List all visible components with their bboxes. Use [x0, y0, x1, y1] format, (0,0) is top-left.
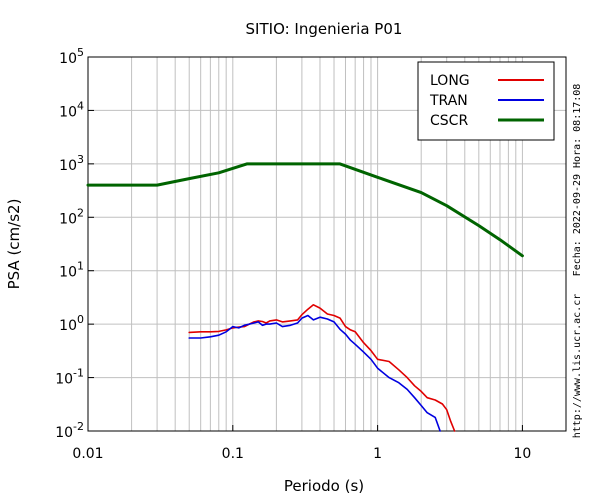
legend: LONG TRAN CSCR — [417, 61, 555, 141]
y-tick-label: 10-1 — [55, 367, 84, 388]
series-line-long — [188, 304, 456, 432]
grid — [87, 56, 567, 432]
plot-frame — [87, 56, 567, 432]
axis-ticks: 0.01 0.1 1 10 10-2 10-1 100 101 102 103 104 105 — [55, 46, 531, 462]
x-tick-label: 0.1 — [222, 446, 244, 462]
y-tick-label: 10-2 — [55, 420, 84, 441]
timestamp-note: Fecha: 2022-09-29 Hora: 08:17:08 — [572, 84, 583, 277]
x-tick-label: 0.01 — [72, 446, 103, 462]
y-tick-label: 105 — [59, 46, 84, 67]
legend-label-long: LONG — [430, 73, 470, 89]
y-tick-label: 102 — [59, 206, 84, 227]
legend-label-cscr: CSCR — [430, 113, 468, 129]
series-line-cscr — [86, 162, 524, 258]
x-axis-label: Periodo (s) — [284, 477, 364, 495]
data-series — [86, 162, 524, 432]
y-tick-label: 100 — [59, 313, 84, 334]
y-axis-label: PSA (cm/s2) — [5, 199, 23, 290]
x-tick-label: 10 — [513, 446, 531, 462]
y-tick-label: 103 — [59, 153, 84, 174]
y-tick-label: 101 — [59, 260, 84, 281]
series-line-tran — [188, 314, 441, 432]
plot-border — [87, 56, 567, 432]
y-tick-label: 104 — [59, 99, 84, 120]
legend-label-tran: TRAN — [429, 93, 468, 109]
website-note: http://www.lis.ucr.ac.cr — [572, 294, 583, 439]
x-tick-label: 1 — [373, 446, 382, 462]
chart-title: SITIO: Ingenieria P01 — [246, 20, 403, 38]
